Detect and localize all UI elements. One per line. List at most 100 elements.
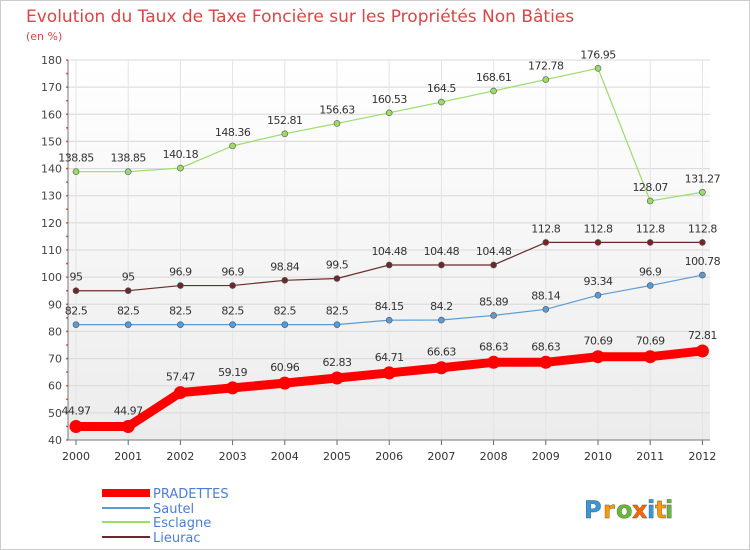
data-point	[72, 321, 80, 328]
data-point	[173, 386, 187, 400]
y-minor-tick	[66, 276, 68, 279]
x-tick-label: 2010	[584, 450, 612, 463]
data-label: 60.96	[270, 361, 299, 374]
brand-letter: x	[632, 496, 648, 524]
data-label: 99.5	[326, 259, 349, 272]
data-point	[594, 64, 602, 72]
data-point	[121, 420, 135, 434]
data-label: 64.71	[375, 351, 404, 364]
y-minor-tick	[66, 262, 68, 265]
x-tick-label: 2002	[166, 450, 194, 463]
data-label: 88.14	[531, 289, 560, 302]
legend-label: Lieurac	[153, 531, 201, 546]
data-point	[490, 261, 497, 269]
y-minor-tick	[66, 398, 68, 401]
data-point	[438, 261, 445, 269]
data-label: 112.8	[636, 222, 665, 235]
y-minor-tick	[66, 316, 68, 319]
data-point	[434, 361, 448, 375]
data-label: 82.5	[274, 305, 297, 318]
data-label: 44.97	[62, 405, 91, 418]
x-tick-label: 2008	[480, 450, 508, 463]
x-tick-label: 2011	[636, 450, 664, 463]
brand-letter: i	[647, 496, 655, 524]
data-point	[333, 321, 341, 328]
data-point	[72, 168, 80, 175]
chart-subtitle: (en %)	[26, 30, 62, 43]
brand-letter: i	[665, 496, 673, 524]
data-label: 68.63	[479, 340, 508, 353]
data-label: 85.89	[479, 295, 508, 308]
data-label: 104.48	[371, 245, 407, 258]
data-point	[385, 109, 393, 117]
y-tick-label: 150	[41, 135, 62, 148]
data-label: 128.07	[632, 181, 668, 194]
data-point	[333, 120, 341, 127]
data-point	[177, 282, 184, 289]
data-label: 138.85	[110, 152, 146, 165]
data-label: 95	[122, 271, 135, 284]
data-label: 82.5	[65, 305, 88, 318]
x-tick-label: 2004	[271, 450, 299, 463]
data-label: 156.63	[319, 103, 355, 116]
y-tick-label: 160	[41, 108, 62, 121]
data-label: 82.5	[169, 305, 192, 318]
data-point	[226, 381, 240, 395]
data-label: 44.97	[114, 405, 143, 418]
data-label: 82.5	[221, 305, 244, 318]
data-point	[229, 321, 236, 328]
data-point	[438, 316, 445, 324]
y-minor-tick	[66, 154, 68, 156]
y-tick-label: 180	[41, 54, 62, 67]
data-label: 72.81	[688, 329, 717, 342]
data-point	[699, 271, 706, 279]
y-minor-tick	[66, 344, 68, 346]
data-point	[591, 350, 605, 364]
y-minor-tick	[66, 99, 68, 102]
data-point	[330, 371, 344, 385]
y-minor-tick	[66, 72, 68, 75]
x-tick-label: 2006	[375, 450, 403, 463]
data-label: 84.15	[375, 300, 404, 313]
y-minor-tick	[66, 167, 68, 170]
data-label: 168.61	[476, 71, 512, 84]
data-point	[487, 355, 501, 369]
y-tick-label: 50	[48, 407, 62, 420]
y-minor-tick	[66, 357, 68, 360]
data-label: 172.78	[528, 60, 564, 73]
data-point	[542, 76, 550, 83]
y-minor-tick	[66, 249, 68, 251]
data-label: 112.8	[688, 222, 717, 235]
data-label: 57.47	[166, 371, 195, 384]
y-tick-label: 120	[41, 217, 62, 230]
y-minor-tick	[66, 208, 68, 211]
data-point	[643, 350, 657, 364]
data-point	[385, 261, 393, 269]
legend-label: Sautel	[153, 502, 194, 517]
y-minor-tick	[66, 140, 68, 143]
series-lines	[69, 64, 709, 434]
y-minor-tick	[66, 384, 68, 387]
data-point	[699, 239, 706, 246]
data-label: 96.9	[169, 266, 192, 279]
data-point	[594, 291, 602, 299]
y-minor-tick	[66, 194, 68, 197]
x-tick-label: 2001	[114, 450, 142, 463]
y-tick-label: 80	[48, 325, 62, 338]
data-label: 82.5	[117, 305, 140, 318]
data-point	[699, 188, 706, 196]
data-label: 84.2	[430, 300, 453, 313]
data-point	[281, 321, 289, 328]
x-tick-label: 2009	[532, 450, 560, 463]
x-tick-label: 2012	[688, 450, 716, 463]
y-minor-tick	[66, 181, 68, 184]
data-point	[281, 276, 289, 284]
data-label: 160.53	[371, 93, 407, 106]
data-point	[72, 287, 80, 295]
y-minor-tick	[66, 411, 68, 414]
data-label: 62.83	[323, 356, 352, 369]
x-tick-label: 2000	[62, 450, 90, 463]
data-point	[69, 420, 83, 434]
